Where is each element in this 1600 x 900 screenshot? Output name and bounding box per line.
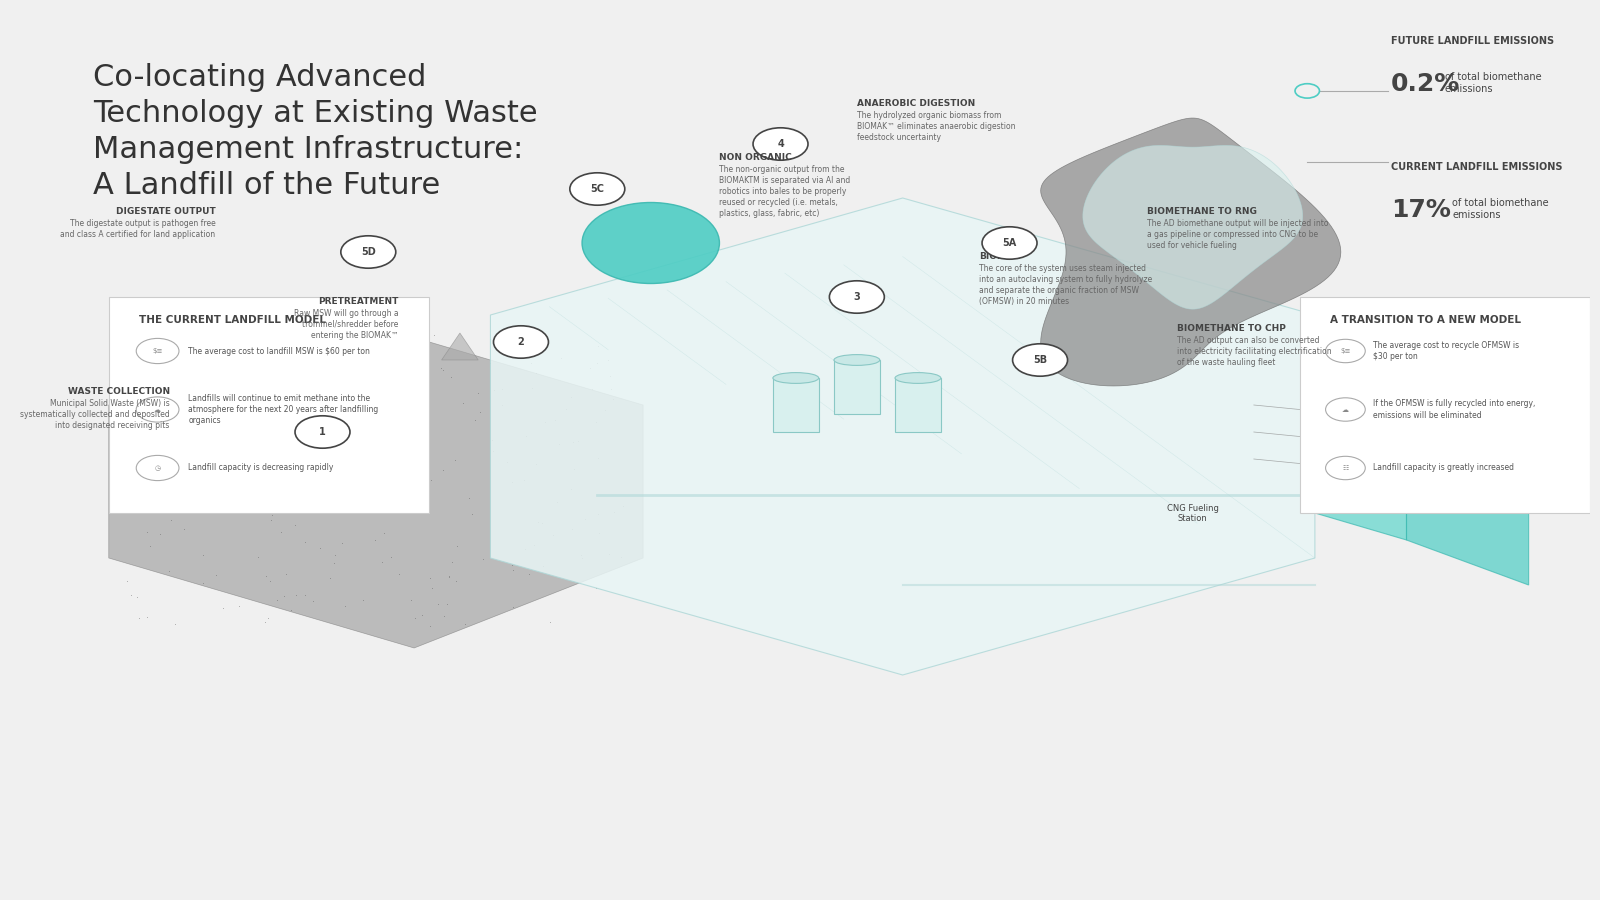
Circle shape [570,173,624,205]
Polygon shape [290,360,325,387]
Text: ☷: ☷ [1342,465,1349,471]
Text: If the OFMSW is fully recycled into energy,
emissions will be eliminated: If the OFMSW is fully recycled into ener… [1373,400,1536,419]
Polygon shape [1083,146,1302,309]
Text: of total biomethane
emissions: of total biomethane emissions [1453,198,1549,220]
Text: DIGESTATE OUTPUT: DIGESTATE OUTPUT [115,207,216,216]
Polygon shape [491,198,1315,675]
Text: 4: 4 [778,139,784,149]
Text: The digestate output is pathogen free
and class A certified for land application: The digestate output is pathogen free an… [61,219,216,238]
Text: 0.2%: 0.2% [1392,72,1461,96]
Ellipse shape [773,373,819,383]
Text: The AD output can also be converted
into electricity facilitating electrificatio: The AD output can also be converted into… [1178,336,1333,367]
Text: BIOMAK™: BIOMAK™ [979,252,1029,261]
Circle shape [136,455,179,481]
Circle shape [136,338,179,364]
Ellipse shape [894,373,941,383]
Text: A TRANSITION TO A NEW MODEL: A TRANSITION TO A NEW MODEL [1330,315,1522,325]
FancyBboxPatch shape [894,378,941,432]
Circle shape [1325,456,1365,480]
Text: 3: 3 [853,292,861,302]
Text: 5C: 5C [590,184,605,194]
Polygon shape [258,333,294,360]
Bar [1550,378,1560,468]
Polygon shape [197,378,234,405]
Polygon shape [109,315,643,648]
Text: The AD biomethane output will be injected into
a gas pipeline or compressed into: The AD biomethane output will be injecte… [1147,219,1328,250]
Text: 5A: 5A [1003,238,1016,248]
Circle shape [136,397,179,422]
Text: Raw MSW will go through a
trommel/shredder before
entering the BIOMAK™: Raw MSW will go through a trommel/shredd… [294,309,398,340]
Bar [1523,369,1533,468]
Circle shape [582,202,720,284]
Text: of total biomethane
emissions: of total biomethane emissions [1445,72,1541,94]
Polygon shape [442,333,478,360]
Text: NON ORGANIC: NON ORGANIC [720,153,792,162]
Text: BIOMETHANE TO CHP: BIOMETHANE TO CHP [1178,324,1286,333]
Circle shape [1325,339,1365,363]
Text: The hydrolyzed organic biomass from
BIOMAK™ eliminates anaerobic digestion
feeds: The hydrolyzed organic biomass from BIOM… [858,111,1016,142]
Polygon shape [1315,378,1406,540]
Text: PRETREATMENT: PRETREATMENT [318,297,398,306]
Polygon shape [1315,351,1528,414]
FancyBboxPatch shape [109,297,429,513]
Ellipse shape [834,355,880,365]
Bar [1563,392,1574,468]
Text: ☁: ☁ [1342,407,1349,412]
Polygon shape [350,315,387,342]
Polygon shape [1040,118,1341,386]
Bar [1467,414,1478,468]
Text: The average cost to landfill MSW is $60 per ton: The average cost to landfill MSW is $60 … [189,346,370,356]
Text: The average cost to recycle OFMSW is
$30 per ton: The average cost to recycle OFMSW is $30… [1373,341,1518,361]
Text: The core of the system uses steam injected
into an autoclaving system to fully h: The core of the system uses steam inject… [979,264,1152,306]
Text: Municipal Solid Waste (MSW) is
systematically collected and deposited
into desig: Municipal Solid Waste (MSW) is systemati… [21,399,170,430]
Text: Landfills will continue to emit methane into the
atmosphere for the next 20 year: Landfills will continue to emit methane … [189,394,378,425]
Polygon shape [1406,405,1528,585]
Bar [1494,360,1506,468]
Circle shape [294,416,350,448]
Text: The non-organic output from the
BIOMAKTM is separated via AI and
robotics into b: The non-organic output from the BIOMAKTM… [720,165,851,218]
Circle shape [1013,344,1067,376]
Text: ◷: ◷ [155,465,160,471]
Bar [1509,396,1520,468]
Circle shape [982,227,1037,259]
FancyBboxPatch shape [1299,297,1590,513]
Text: WASTE COLLECTION: WASTE COLLECTION [67,387,170,396]
Bar [1536,405,1547,468]
Text: 1: 1 [318,427,326,437]
Text: BIOMETHANE TO RNG: BIOMETHANE TO RNG [1147,207,1258,216]
Text: 5D: 5D [362,247,376,257]
Polygon shape [166,351,203,378]
Circle shape [1325,398,1365,421]
Text: Landfill capacity is decreasing rapidly: Landfill capacity is decreasing rapidly [189,464,333,472]
FancyBboxPatch shape [773,378,819,432]
Text: FUTURE LANDFILL EMISSIONS: FUTURE LANDFILL EMISSIONS [1392,36,1554,46]
Circle shape [754,128,808,160]
Text: $≡: $≡ [152,348,163,354]
Text: $≡: $≡ [1341,348,1350,354]
Bar [1482,387,1491,468]
Text: Electrical
Supercharger
Station: Electrical Supercharger Station [1363,450,1419,480]
Text: 2: 2 [518,337,525,347]
Text: CNG Fueling
Station: CNG Fueling Station [1166,504,1219,524]
Text: CURRENT LANDFILL EMISSIONS: CURRENT LANDFILL EMISSIONS [1392,162,1563,172]
Text: 5B: 5B [1034,355,1046,365]
Text: ☁: ☁ [154,407,162,412]
Circle shape [829,281,885,313]
Text: Landfill capacity is greatly increased: Landfill capacity is greatly increased [1373,464,1514,472]
Text: Co-locating Advanced
Technology at Existing Waste
Management Infrastructure:
A L: Co-locating Advanced Technology at Exist… [93,63,538,200]
FancyBboxPatch shape [834,360,880,414]
Text: THE CURRENT LANDFILL MODEL: THE CURRENT LANDFILL MODEL [139,315,326,325]
Text: 17%: 17% [1392,198,1451,222]
Circle shape [493,326,549,358]
Text: ANAEROBIC DIGESTION: ANAEROBIC DIGESTION [858,99,974,108]
Circle shape [341,236,395,268]
